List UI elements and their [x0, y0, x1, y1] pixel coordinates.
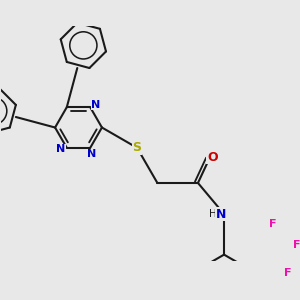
Text: H: H — [209, 209, 217, 219]
Text: N: N — [56, 144, 66, 154]
Text: N: N — [216, 208, 226, 220]
Text: N: N — [87, 149, 97, 159]
Text: O: O — [207, 151, 218, 164]
Text: N: N — [92, 100, 101, 110]
Text: F: F — [269, 219, 277, 229]
Text: F: F — [284, 268, 292, 278]
Text: S: S — [133, 141, 142, 154]
Text: F: F — [293, 239, 300, 250]
